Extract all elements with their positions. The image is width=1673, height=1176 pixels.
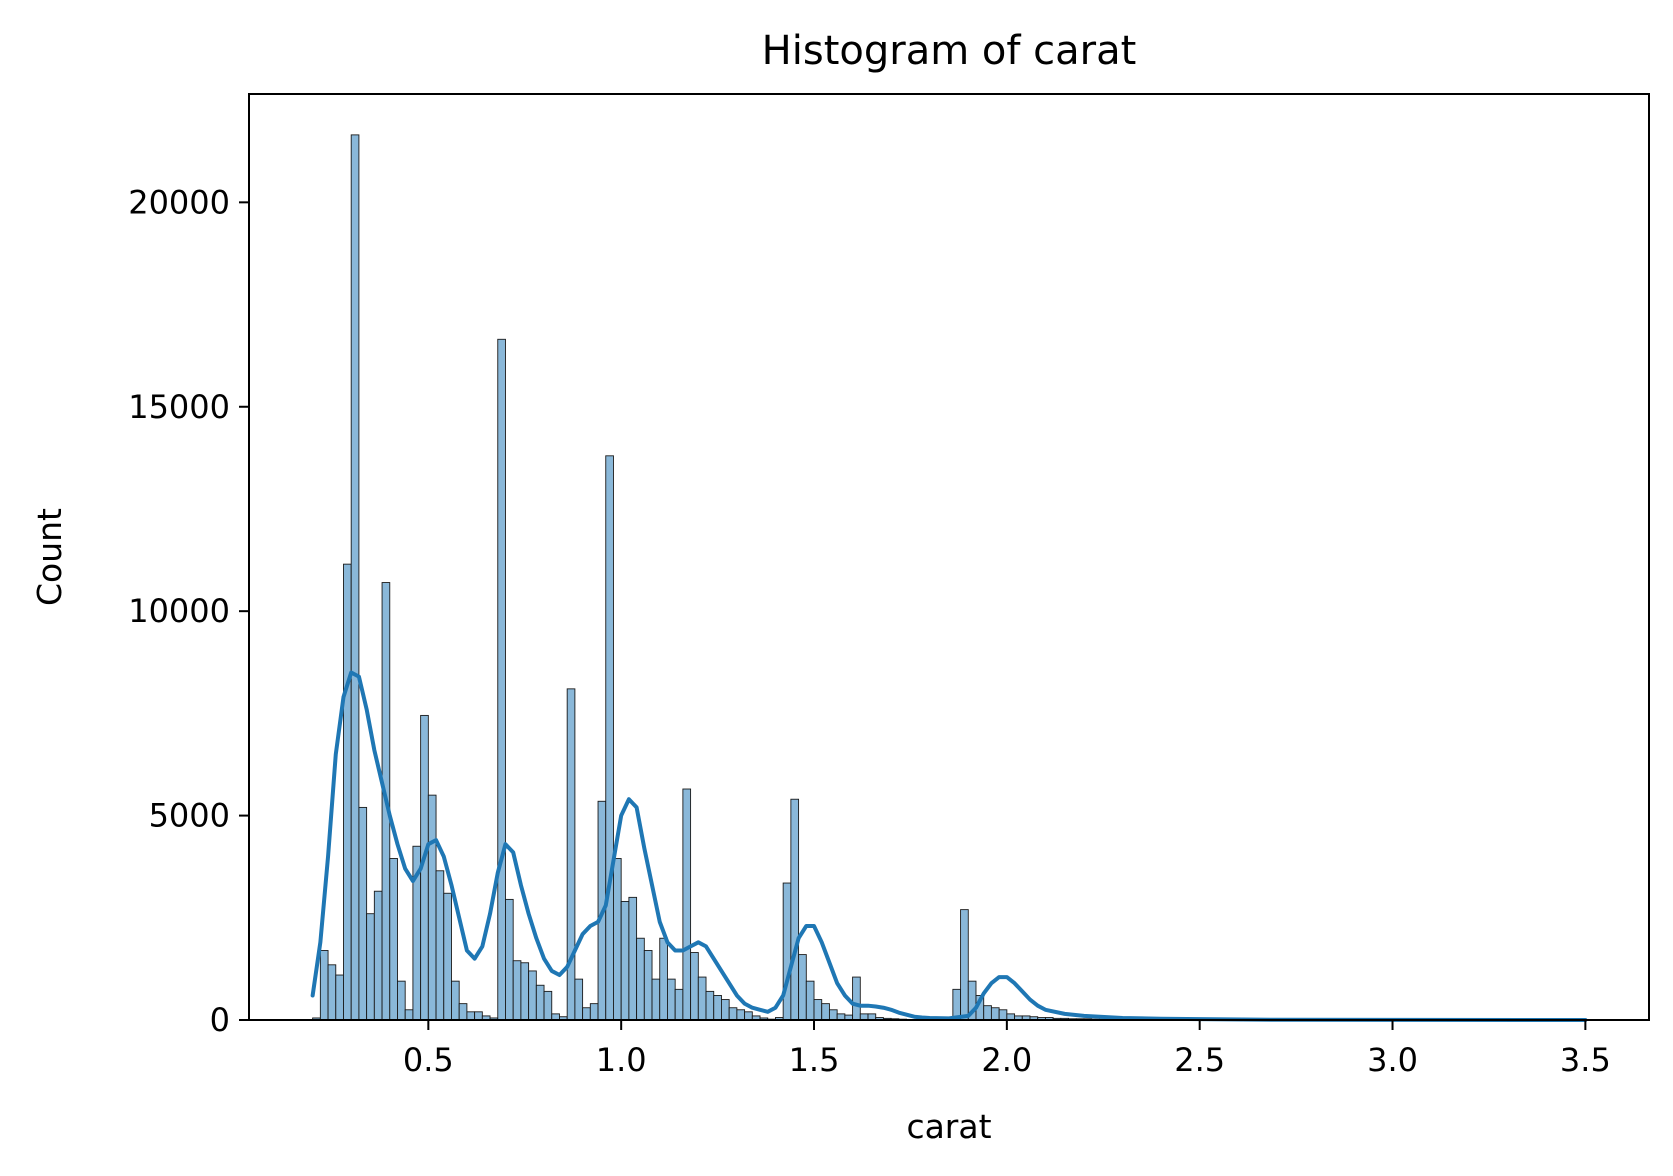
histogram-bar — [675, 989, 683, 1020]
histogram-bar — [737, 1010, 745, 1020]
y-tick-label: 10000 — [128, 592, 230, 630]
histogram-bar — [544, 991, 552, 1020]
histogram-bar — [999, 1010, 1007, 1020]
histogram-bar — [698, 977, 706, 1020]
histogram-bar — [428, 795, 436, 1020]
y-tick-label: 20000 — [128, 183, 230, 221]
y-tick-label: 15000 — [128, 388, 230, 426]
histogram-bar — [498, 339, 506, 1020]
histogram-bar — [652, 979, 660, 1020]
x-tick-label: 2.0 — [981, 1041, 1032, 1079]
histogram-bar — [505, 899, 513, 1020]
histogram-bar — [721, 1000, 729, 1020]
histogram-bar — [397, 981, 405, 1020]
histogram-bar — [791, 799, 799, 1020]
x-tick-label: 1.0 — [596, 1041, 647, 1079]
histogram-bar — [691, 953, 699, 1020]
histogram-bar — [405, 1010, 413, 1020]
histogram-bar — [806, 981, 814, 1020]
histogram-bar — [343, 564, 351, 1020]
histogram-bar — [359, 807, 367, 1020]
histogram-bar — [613, 859, 621, 1020]
histogram-bar — [390, 859, 398, 1020]
histogram-bar — [451, 981, 459, 1020]
x-tick-label: 2.5 — [1174, 1041, 1225, 1079]
histogram-bar — [367, 914, 375, 1020]
histogram-bar — [961, 910, 969, 1020]
histogram-bar — [567, 689, 575, 1020]
histogram-bar — [853, 977, 861, 1020]
histogram-bar — [637, 938, 645, 1020]
histogram-bar — [575, 979, 583, 1020]
histogram-bar — [991, 1008, 999, 1020]
histogram-bar — [783, 883, 791, 1020]
histogram-bar — [475, 1012, 483, 1020]
x-tick-label: 1.5 — [789, 1041, 840, 1079]
histogram-bar — [729, 1008, 737, 1020]
histogram-bar — [328, 965, 336, 1020]
histogram-bar — [829, 1010, 837, 1020]
histogram-bar — [629, 897, 637, 1020]
histogram-bar — [536, 985, 544, 1020]
chart-title: Histogram of carat — [762, 28, 1137, 74]
histogram-bar — [529, 971, 537, 1020]
histogram-bar — [660, 938, 668, 1020]
histogram-bar — [621, 901, 629, 1020]
histogram-bar — [814, 1000, 822, 1020]
histogram-bar — [513, 961, 521, 1020]
histogram-bar — [683, 789, 691, 1020]
histogram-bar — [583, 1008, 591, 1020]
histogram-bar — [745, 1012, 753, 1020]
histogram-bar — [521, 963, 529, 1020]
histogram-bar — [320, 951, 328, 1021]
histogram-bar — [606, 456, 614, 1020]
x-axis-label: carat — [906, 1107, 991, 1146]
histogram-bar — [444, 893, 452, 1020]
histogram-bar — [590, 1004, 598, 1020]
x-tick-label: 3.0 — [1367, 1041, 1418, 1079]
x-tick-label: 0.5 — [403, 1041, 454, 1079]
histogram-bar — [667, 979, 675, 1020]
histogram-bar — [336, 975, 344, 1020]
y-tick-label: 0 — [210, 1001, 230, 1039]
histogram-bar — [822, 1004, 830, 1020]
y-tick-label: 5000 — [149, 797, 230, 835]
histogram-bar — [374, 891, 382, 1020]
x-tick-label: 3.5 — [1560, 1041, 1611, 1079]
histogram-bar — [799, 955, 807, 1020]
histogram-bar — [644, 951, 652, 1021]
histogram-bar — [436, 871, 444, 1020]
histogram-bar — [714, 995, 722, 1020]
histogram-bar — [459, 1004, 467, 1020]
histogram-bar — [706, 991, 714, 1020]
histogram-bar — [984, 1006, 992, 1020]
histogram-bar — [351, 135, 359, 1020]
histogram-bar — [467, 1012, 475, 1020]
y-axis-label: Count — [30, 508, 69, 606]
